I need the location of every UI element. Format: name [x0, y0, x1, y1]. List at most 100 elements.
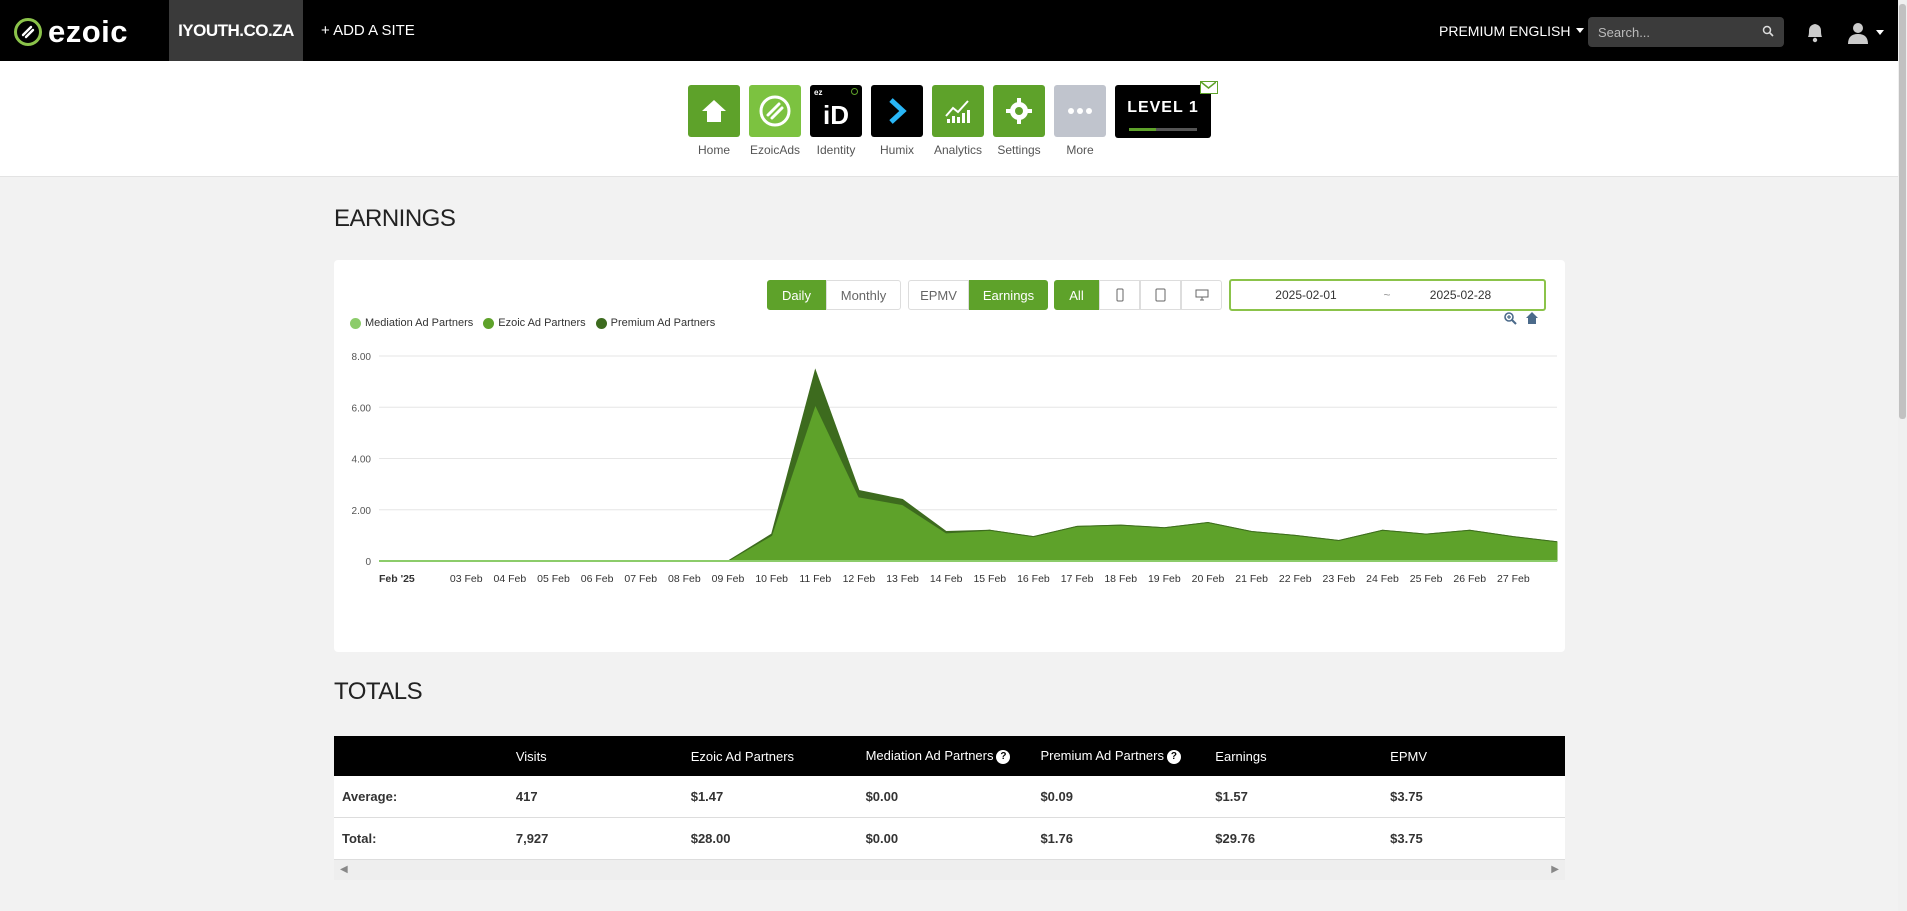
help-icon[interactable]: ? — [996, 749, 1011, 764]
x-tick-label: 14 Feb — [930, 573, 963, 585]
help-icon[interactable]: ? — [1166, 749, 1181, 764]
date-from: 2025-02-01 — [1275, 288, 1337, 302]
y-tick-label: 4.00 — [352, 455, 372, 466]
monthly-button[interactable]: Monthly — [826, 280, 901, 310]
user-menu[interactable] — [1846, 20, 1884, 44]
app-label: Humix — [879, 143, 914, 157]
app-more[interactable]: More — [1054, 85, 1106, 157]
area-series-2 — [379, 368, 1558, 562]
app-label: Settings — [997, 143, 1041, 157]
epmv-button[interactable]: EPMV — [908, 280, 969, 310]
level-label: LEVEL 1 — [1127, 99, 1199, 116]
header-ezoic: Ezoic Ad Partners — [690, 748, 795, 764]
daily-button[interactable]: Daily — [767, 280, 826, 310]
date-separator: ~ — [1383, 288, 1391, 302]
x-tick-label: 09 Feb — [712, 573, 745, 585]
scroll-left-icon[interactable]: ◀ — [340, 864, 348, 875]
language-dropdown[interactable]: ENGLISH — [1509, 0, 1585, 61]
legend-item-premium[interactable]: Premium Ad Partners — [595, 317, 715, 329]
app-label: More — [1066, 143, 1094, 157]
x-tick-label: 24 Feb — [1366, 573, 1399, 585]
earnings-button[interactable]: Earnings — [969, 280, 1048, 310]
earnings-title: EARNINGS — [334, 205, 456, 232]
app-label: Home — [697, 143, 730, 157]
language-label: ENGLISH — [1509, 22, 1571, 39]
app-analytics[interactable]: Analytics — [932, 85, 984, 157]
cell: $1.47 — [690, 789, 724, 804]
row-label: Total: — [342, 831, 377, 846]
desktop-icon — [1195, 289, 1208, 301]
x-tick-label: 18 Feb — [1104, 573, 1137, 585]
tablet-icon — [1155, 288, 1166, 302]
cell: $1.76 — [1040, 831, 1073, 846]
totals-table: Visits Ezoic Ad Partners Mediation Ad Pa… — [334, 736, 1565, 880]
id-icon: ez iD — [810, 85, 862, 137]
ezoic-logo[interactable]: ezoic — [14, 14, 128, 50]
zoom-icon[interactable] — [1503, 311, 1517, 325]
vertical-scrollbar[interactable] — [1898, 0, 1907, 911]
legend-item-mediation[interactable]: Mediation Ad Partners — [350, 317, 473, 329]
app-label: EzoicAds — [749, 143, 801, 157]
app-ezoicads[interactable]: EzoicAds — [749, 85, 801, 157]
legend-item-ezoic[interactable]: Ezoic Ad Partners — [483, 317, 586, 329]
cell: $29.76 — [1215, 831, 1256, 846]
x-tick-label: 11 Feb — [799, 573, 831, 585]
notification-bell-icon[interactable] — [1804, 20, 1826, 44]
y-tick-label: 0 — [365, 557, 371, 568]
cell: $0.09 — [1040, 789, 1073, 804]
app-identity[interactable]: ez iD Identity — [810, 85, 862, 157]
reset-home-icon[interactable] — [1525, 311, 1539, 325]
legend-label: Ezoic Ad Partners — [498, 317, 586, 329]
device-desktop-button[interactable] — [1181, 280, 1222, 310]
device-mobile-button[interactable] — [1099, 280, 1140, 310]
cell: $3.75 — [1390, 789, 1423, 804]
table-header: Visits Ezoic Ad Partners Mediation Ad Pa… — [334, 736, 1565, 776]
more-icon — [1054, 85, 1106, 137]
user-avatar-icon — [1848, 23, 1868, 44]
app-home[interactable]: Home — [688, 85, 740, 157]
x-tick-label: 10 Feb — [755, 573, 788, 585]
app-label: Identity — [816, 143, 856, 157]
table-row: Average: 417 $1.47 $0.00 $0.09 $1.57 $3.… — [334, 776, 1565, 818]
y-tick-label: 6.00 — [352, 403, 372, 414]
app-launcher-bar: Home EzoicAds ez iD Identity Humix Analy… — [0, 61, 1898, 177]
cell: $0.00 — [865, 789, 899, 804]
cell: 417 — [515, 789, 538, 804]
x-tick-label: 07 Feb — [624, 573, 657, 585]
x-tick-label: 26 Feb — [1453, 573, 1486, 585]
device-tablet-button[interactable] — [1140, 280, 1181, 310]
x-tick-label: 27 Feb — [1497, 573, 1530, 585]
premium-link[interactable]: PREMIUM — [1439, 22, 1506, 39]
header-visits: Visits — [515, 748, 547, 764]
mobile-icon — [1116, 288, 1123, 302]
earnings-area-chart: 0 2.00 4.00 6.00 8.00 Feb '25 03 Feb 04 Feb 05 F… — [352, 352, 1558, 585]
logo-mark-icon — [14, 18, 42, 46]
scroll-right-icon[interactable]: ▶ — [1551, 864, 1559, 875]
level-badge[interactable]: LEVEL 1 — [1115, 85, 1211, 138]
device-all-button[interactable]: All — [1054, 280, 1099, 310]
envelope-icon[interactable] — [1200, 81, 1218, 94]
horizontal-scrollbar[interactable]: ◀ ▶ — [334, 860, 1565, 880]
chart-tools — [1503, 311, 1539, 325]
date-to: 2025-02-28 — [1429, 288, 1492, 302]
ezoic-ads-icon — [749, 85, 801, 137]
chevron-down-icon — [1876, 29, 1884, 35]
header-label: Mediation Ad Partners — [865, 748, 994, 764]
analytics-icon — [932, 85, 984, 137]
humix-icon — [871, 85, 923, 137]
cell: $3.75 — [1390, 831, 1423, 846]
table-row: Total: 7,927 $28.00 $0.00 $1.76 $29.76 $… — [334, 818, 1565, 860]
header-label: Premium Ad Partners — [1040, 748, 1164, 764]
x-tick-label: 20 Feb — [1192, 573, 1225, 585]
date-range-picker[interactable]: 2025-02-01 ~ 2025-02-28 — [1229, 279, 1546, 311]
x-tick-label: 22 Feb — [1279, 573, 1312, 585]
site-tab[interactable]: IYOUTH.CO.ZA — [169, 0, 303, 61]
home-icon — [688, 85, 740, 137]
x-tick-label: 05 Feb — [537, 573, 570, 585]
x-tick-label: 19 Feb — [1148, 573, 1181, 585]
add-site-link[interactable]: + ADD A SITE — [321, 22, 415, 39]
search-input[interactable]: Search... — [1588, 17, 1784, 47]
app-settings[interactable]: Settings — [993, 85, 1045, 157]
row-label: Average: — [342, 789, 398, 804]
app-humix[interactable]: Humix — [871, 85, 923, 157]
